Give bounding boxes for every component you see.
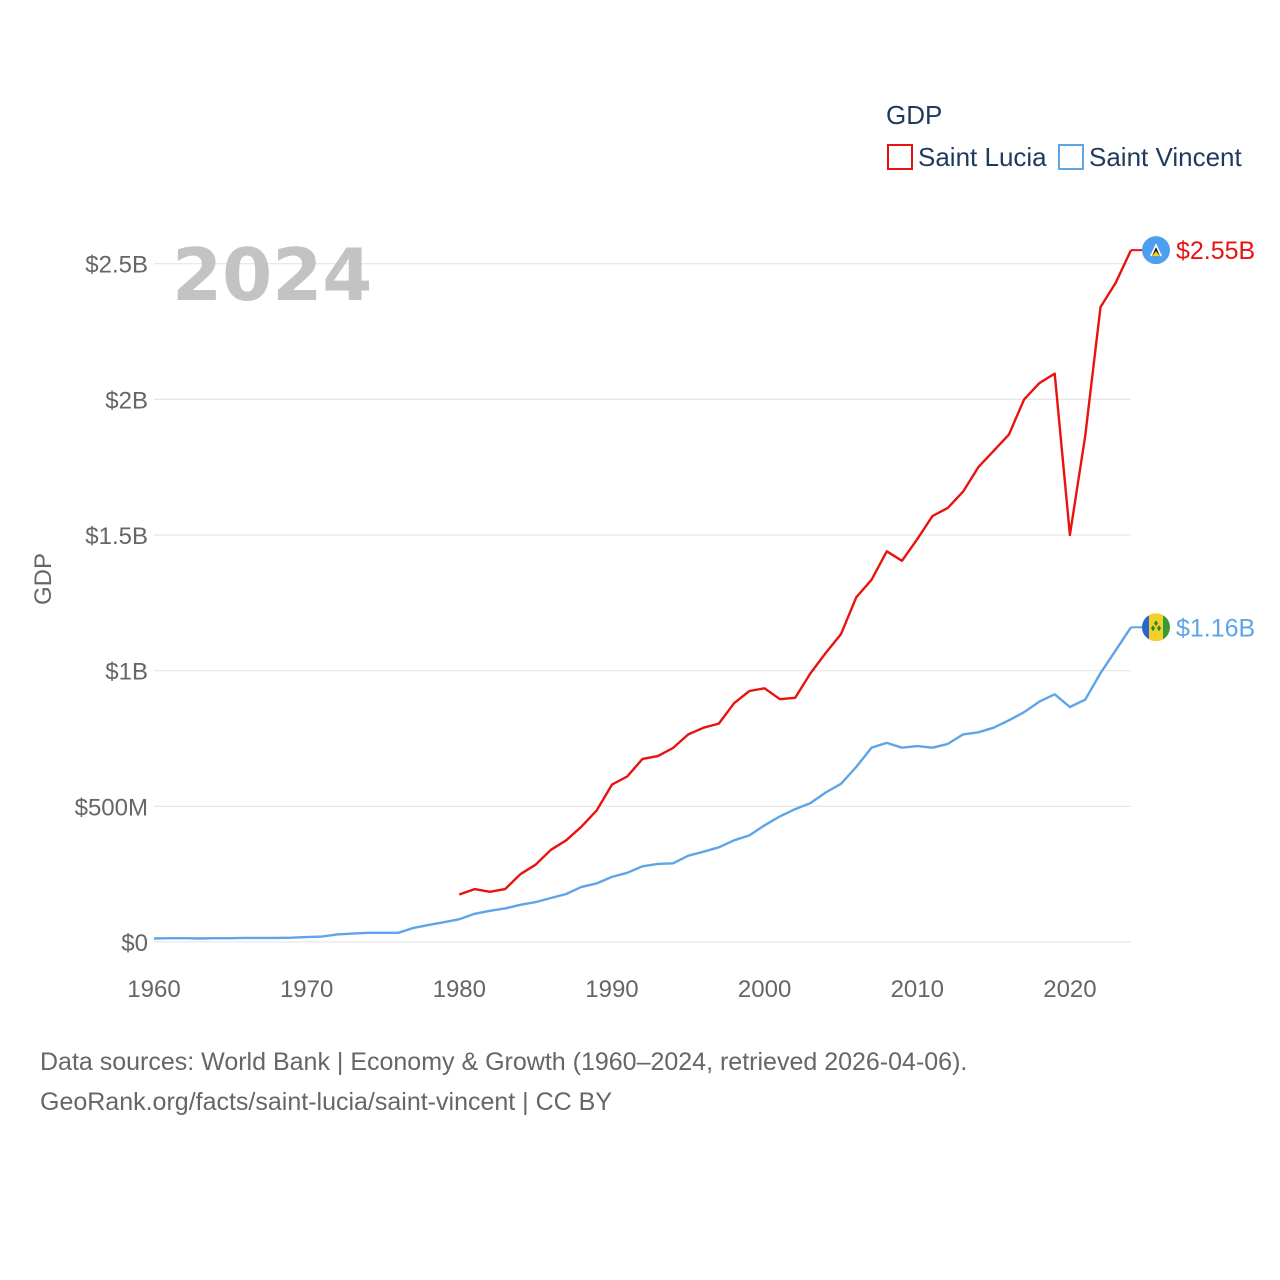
x-tick-label: 2000 (738, 976, 791, 1003)
y-tick-label: $1B (105, 659, 148, 686)
legend-label-saint-lucia: Saint Lucia (918, 142, 1047, 172)
saint-vincent-flag-icon (1142, 613, 1170, 642)
y-axis-ticks: $0 $500M $1B $1.5B $2B $2.5B (75, 252, 148, 957)
saint-lucia-flag-icon (1142, 236, 1170, 265)
x-tick-label: 2010 (891, 976, 944, 1003)
source-line-2[interactable]: GeoRank.org/facts/saint-lucia/saint-vinc… (40, 1088, 613, 1116)
gridlines (154, 263, 1131, 943)
legend-title: GDP (886, 100, 942, 130)
legend-swatch-saint-lucia (887, 144, 913, 170)
legend-swatch-saint-vincent (1058, 144, 1084, 170)
series-line-saint-lucia[interactable] (458, 249, 1133, 896)
series-end-markers: $2.55B $1.16B (1131, 236, 1255, 642)
legend-item-saint-vincent[interactable]: Saint Vincent (1058, 142, 1243, 172)
year-label: 2024 (172, 233, 372, 317)
y-axis-title: GDP (30, 553, 57, 605)
y-tick-label: $0 (121, 930, 148, 957)
source-note: Data sources: World Bank | Economy & Gro… (40, 1042, 967, 1122)
x-tick-label: 1990 (585, 976, 638, 1003)
end-value-label: $2.55B (1176, 237, 1255, 265)
y-tick-label: $500M (75, 794, 148, 821)
x-tick-label: 1980 (433, 976, 486, 1003)
legend-item-saint-lucia[interactable]: Saint Lucia (887, 142, 1047, 172)
series-line-saint-vincent[interactable] (153, 626, 1132, 940)
y-tick-label: $2.5B (85, 252, 148, 279)
series-lines (153, 249, 1133, 940)
y-tick-label: $1.5B (85, 523, 148, 550)
x-tick-label: 1970 (280, 976, 333, 1003)
legend: GDP Saint Lucia Saint Vincent (886, 100, 1243, 172)
legend-label-saint-vincent: Saint Vincent (1089, 142, 1243, 172)
source-line-1: Data sources: World Bank | Economy & Gro… (40, 1048, 968, 1076)
x-axis-ticks: 1960 1970 1980 1990 2000 2010 2020 (127, 976, 1096, 1003)
y-tick-label: $2B (105, 387, 148, 414)
x-tick-label: 2020 (1043, 976, 1096, 1003)
x-tick-label: 1960 (127, 976, 180, 1003)
end-value-label: $1.16B (1176, 614, 1255, 642)
